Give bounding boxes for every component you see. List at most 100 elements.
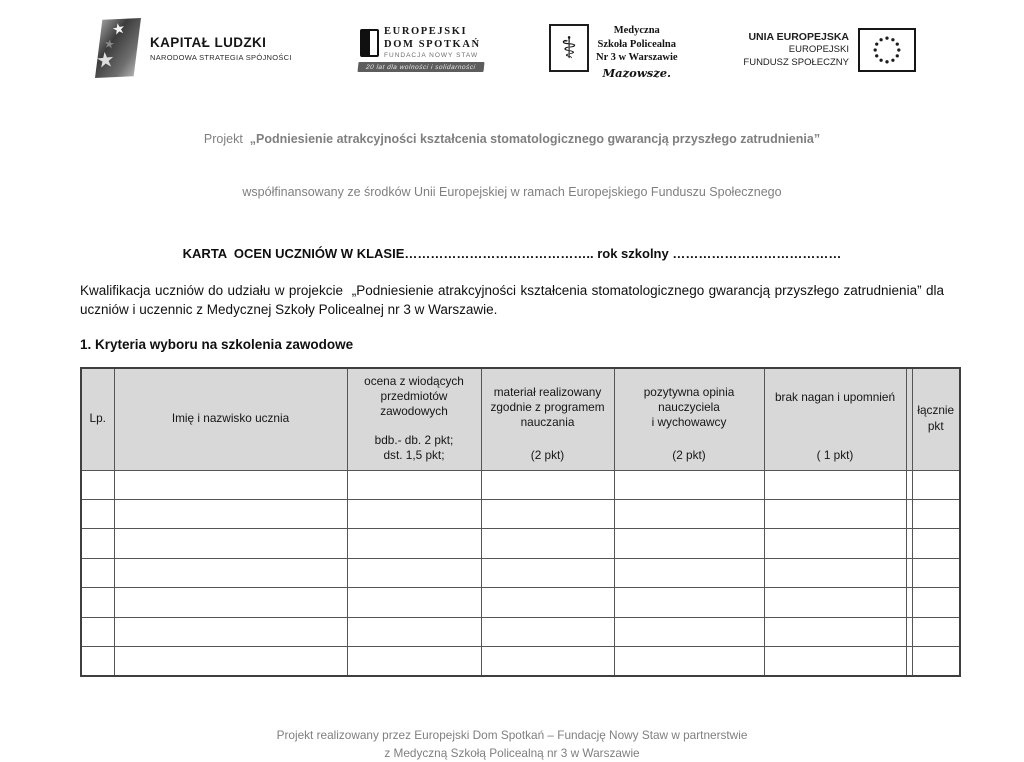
- cell-opinia: [613, 645, 765, 677]
- cell-nagany: [763, 469, 907, 501]
- szkola-text: Medyczna Szkoła Policealna Nr 3 w Warsza…: [596, 24, 678, 81]
- star-icon: ★: [110, 19, 128, 40]
- table-row: [80, 587, 961, 618]
- star-icon: ★: [94, 48, 116, 73]
- cell-lacznie: [911, 499, 961, 530]
- table-row: [80, 499, 961, 530]
- cell-imie-nazwisko: [113, 499, 348, 530]
- qualification-paragraph: Kwalifikacja uczniów do udziału w projek…: [80, 282, 948, 318]
- dom-spotkan-text: EUROPEJSKI DOM SPOTKAŃ FUNDACJA NOWY STA…: [384, 26, 481, 59]
- cell-lp: [80, 469, 115, 501]
- cell-lacznie: [911, 645, 961, 677]
- footer-line2: z Medyczną Szkołą Policealną nr 3 w Wars…: [384, 745, 640, 760]
- col-header-lp: Lp.: [80, 367, 115, 471]
- cell-material: [480, 499, 615, 530]
- table-body: [80, 469, 961, 677]
- cell-imie-nazwisko: [113, 528, 348, 559]
- szkola-line1: Medyczna: [613, 25, 660, 36]
- cell-ocena: [346, 499, 482, 530]
- cell-imie-nazwisko: [113, 469, 348, 501]
- unia-text: UNIA EUROPEJSKA EUROPEJSKI FUNDUSZ SPOŁE…: [743, 30, 849, 70]
- dom-spotkan-banner: 20 lat dla wolności i solidarności: [357, 62, 484, 73]
- table-header: Lp. Imię i nazwisko ucznia ocena z wiodą…: [80, 367, 961, 471]
- szkola-line3: Nr 3 w Warszawie: [595, 52, 678, 64]
- cell-ocena: [346, 616, 482, 647]
- szkola-logo: ⚕ Medyczna Szkoła Policealna Nr 3 w Wars…: [548, 24, 678, 81]
- mazowsze-script: Mazowsze.: [602, 65, 672, 80]
- cell-opinia: [613, 587, 765, 618]
- unia-line2: EUROPEJSKI: [788, 44, 849, 56]
- dom-spotkan-line2: DOM SPOTKAŃ: [384, 38, 481, 50]
- project-prefix: Projekt: [203, 132, 250, 146]
- logo-band: ★ ★ ★ KAPITAŁ LUDZKI NARODOWA STRATEGIA …: [0, 0, 1024, 80]
- cell-lp: [80, 499, 115, 530]
- cell-ocena: [346, 557, 482, 589]
- aesculapius-staff-icon: ⚕: [548, 24, 589, 72]
- cell-nagany: [763, 528, 907, 559]
- cell-opinia: [613, 616, 765, 647]
- kapital-ludzki-text: KAPITAŁ LUDZKI NARODOWA STRATEGIA SPÓJNO…: [150, 35, 292, 62]
- cell-lacznie: [911, 557, 961, 589]
- szkola-line2: Szkoła Policealna: [597, 38, 676, 50]
- table-row: [80, 645, 961, 677]
- cell-lacznie: [911, 587, 961, 618]
- project-header: Projekt „Podniesienie atrakcyjności kszt…: [0, 96, 1024, 219]
- cell-lacznie: [911, 616, 961, 647]
- card-title: KARTA OCEN UCZNIÓW W KLASIE……………………………………: [182, 245, 842, 261]
- cell-ocena: [346, 645, 482, 677]
- cell-lp: [80, 557, 115, 589]
- cell-ocena: [346, 469, 482, 501]
- cell-lacznie: [911, 469, 961, 501]
- cell-ocena: [346, 528, 482, 559]
- cell-lp: [80, 587, 115, 618]
- cell-material: [480, 557, 615, 589]
- cell-lacznie: [911, 528, 961, 559]
- open-door-icon: [360, 28, 380, 57]
- project-title: „Podniesienie atrakcyjności kształcenia …: [249, 132, 821, 146]
- unia-europejska-logo: UNIA EUROPEJSKA EUROPEJSKI FUNDUSZ SPOŁE…: [743, 28, 916, 72]
- cell-imie-nazwisko: [113, 587, 348, 618]
- criteria-table: Lp. Imię i nazwisko ucznia ocena z wiodą…: [80, 366, 961, 677]
- cell-opinia: [613, 557, 765, 589]
- project-line1: Projekt „Podniesienie atrakcyjności kszt…: [0, 131, 1024, 149]
- cell-material: [480, 616, 615, 647]
- kapital-ludzki-flag-icon: ★ ★ ★: [95, 18, 141, 78]
- kapital-ludzki-title: KAPITAŁ LUDZKI: [150, 34, 267, 50]
- cell-opinia: [613, 499, 765, 530]
- col-header-imie-nazwisko: Imię i nazwisko ucznia: [113, 367, 348, 471]
- dom-spotkan-line3: FUNDACJA NOWY STAW: [384, 52, 479, 60]
- header-row: Lp. Imię i nazwisko ucznia ocena z wiodą…: [80, 367, 961, 471]
- table-row: [80, 616, 961, 647]
- cell-nagany: [763, 616, 907, 647]
- eu-flag-icon: [857, 28, 916, 72]
- cell-material: [480, 469, 615, 501]
- col-header-nagany: brak nagan i upomnień ( 1 pkt): [763, 367, 907, 471]
- dom-spotkan-line1: EUROPEJSKI: [384, 26, 468, 37]
- footer-line1: Projekt realizowany przez Europejski Dom…: [276, 727, 748, 742]
- dom-spotkan-logo: EUROPEJSKI DOM SPOTKAŃ FUNDACJA NOWY STA…: [357, 26, 484, 73]
- cell-material: [480, 587, 615, 618]
- cell-nagany: [763, 587, 907, 618]
- cell-imie-nazwisko: [113, 557, 348, 589]
- cell-lp: [80, 616, 115, 647]
- cell-nagany: [763, 557, 907, 589]
- table-row: [80, 469, 961, 501]
- unia-line1: UNIA EUROPEJSKA: [748, 31, 849, 44]
- cell-opinia: [613, 469, 765, 501]
- col-header-material: materiał realizowany zgodnie z programem…: [480, 367, 615, 471]
- kapital-ludzki-logo: ★ ★ ★ KAPITAŁ LUDZKI NARODOWA STRATEGIA …: [95, 18, 292, 78]
- page-footer: Projekt realizowany przez Europejski Dom…: [0, 727, 1024, 762]
- project-line2: współfinansowany ze środków Unii Europej…: [242, 184, 782, 199]
- cell-imie-nazwisko: [113, 616, 348, 647]
- cell-opinia: [613, 528, 765, 559]
- section-heading: 1. Kryteria wyboru na szkolenia zawodowe: [80, 336, 354, 352]
- col-header-lacznie: łącznie pkt: [911, 367, 961, 471]
- unia-line3: FUNDUSZ SPOŁECZNY: [743, 57, 849, 69]
- col-header-ocena: ocena z wiodących przedmiotów zawodowych…: [346, 367, 482, 471]
- cell-lp: [80, 528, 115, 559]
- cell-material: [480, 528, 615, 559]
- cell-nagany: [763, 645, 907, 677]
- col-header-opinia: pozytywna opinia nauczyciela i wychowawc…: [613, 367, 765, 471]
- cell-nagany: [763, 499, 907, 530]
- kapital-ludzki-subtitle: NARODOWA STRATEGIA SPÓJNOŚCI: [150, 52, 292, 62]
